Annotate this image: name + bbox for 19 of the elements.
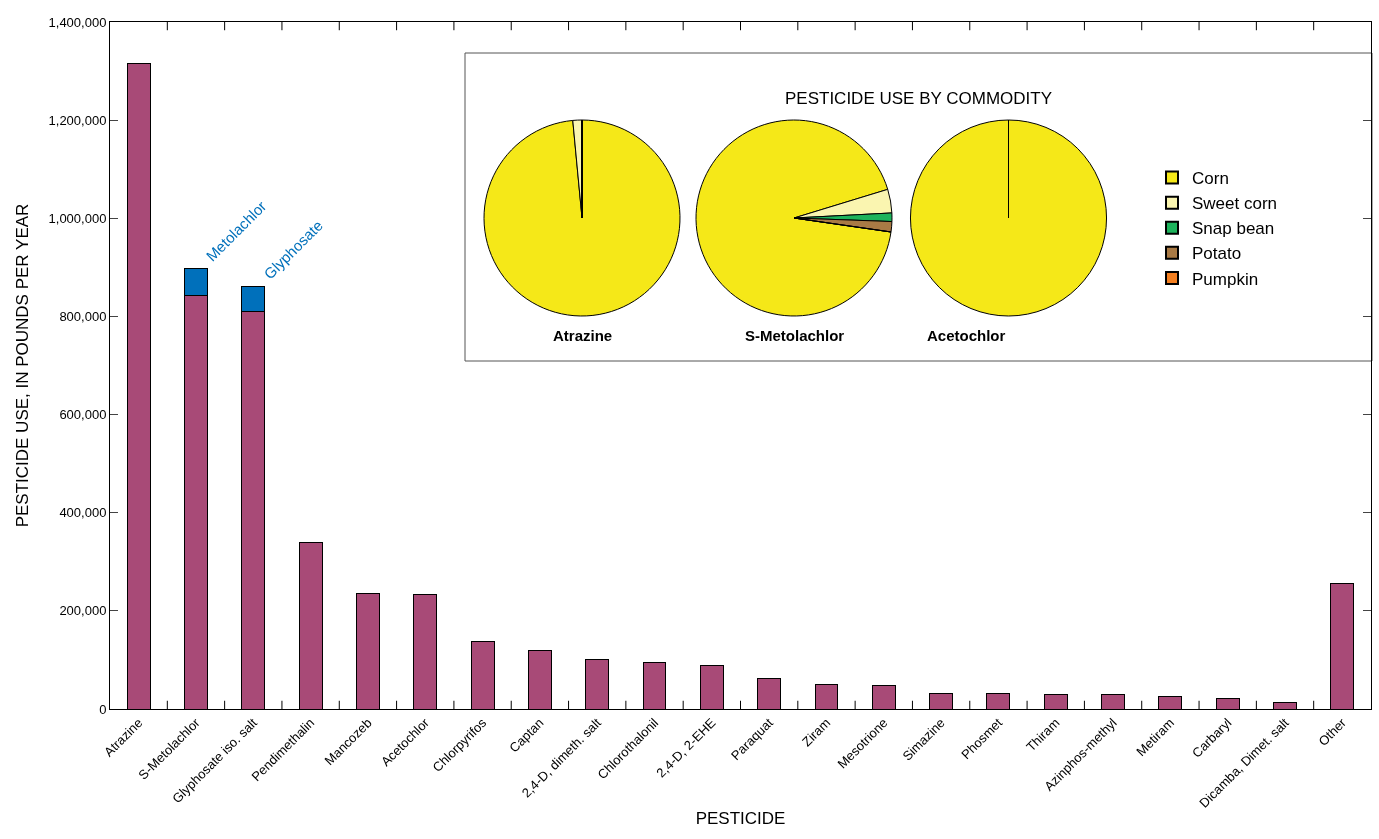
- legend-label: Sweet corn: [1192, 194, 1278, 214]
- y-tick-label: 600,000: [59, 407, 107, 423]
- slice-label: Acetochlor: [927, 327, 1006, 344]
- legend-label: Snap bean: [1192, 219, 1275, 239]
- y-tick-label: 800,000: [59, 308, 107, 324]
- y-tick-label: 1,200,000: [48, 112, 107, 128]
- y-tick-label: 1,000,000: [48, 210, 107, 226]
- y-tick-label: 1,400,000: [48, 14, 107, 30]
- slice-label: Atrazine: [553, 327, 613, 344]
- legend-label: Potato: [1192, 244, 1242, 264]
- y-tick-label: 200,000: [59, 603, 107, 619]
- y-axis-title: PESTICIDE USE, IN POUNDS PER YEAR: [13, 203, 33, 528]
- legend-label: Pumpkin: [1192, 269, 1259, 289]
- chart-title: PESTICIDE USE BY COMMODITY: [785, 89, 1053, 108]
- legend-label: Corn: [1192, 169, 1229, 189]
- y-tick-label: 0: [99, 701, 107, 717]
- y-tick-label: 400,000: [59, 505, 107, 521]
- slice-label: S-Metolachlor: [745, 327, 845, 344]
- x-axis-title: PESTICIDE: [695, 809, 786, 829]
